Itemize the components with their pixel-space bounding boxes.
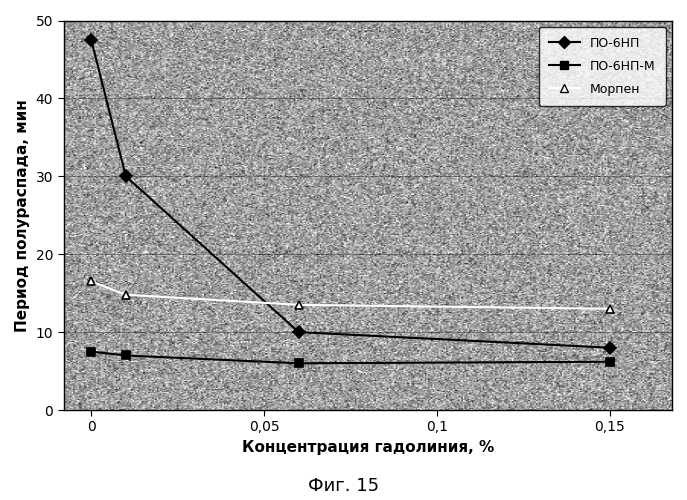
Legend: ПО-6НП, ПО-6НП-М, Морпен: ПО-6НП, ПО-6НП-М, Морпен: [539, 26, 666, 106]
X-axis label: Концентрация гадолиния, %: Концентрация гадолиния, %: [242, 440, 494, 455]
Text: Фиг. 15: Фиг. 15: [308, 477, 379, 495]
Y-axis label: Период полураспада, мин: Период полураспада, мин: [15, 99, 30, 332]
